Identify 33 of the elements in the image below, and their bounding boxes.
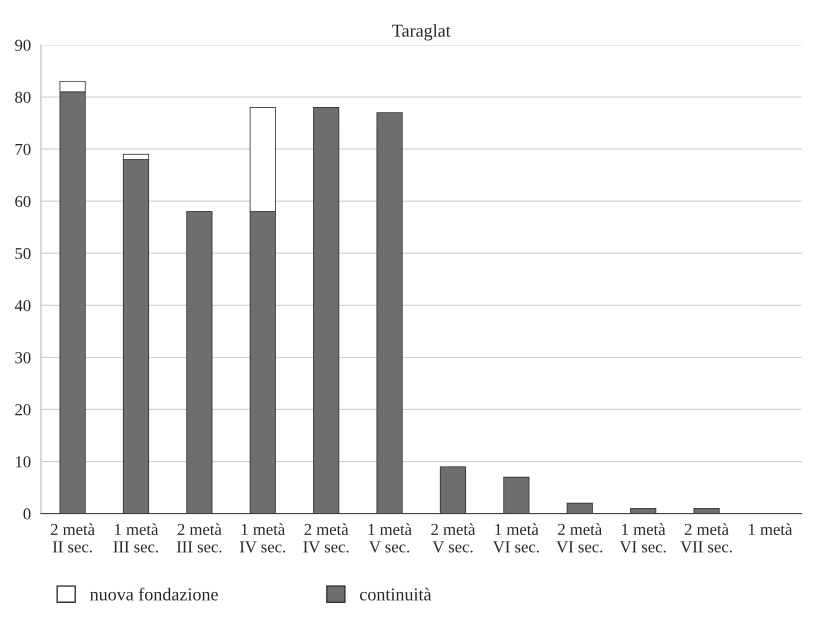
bar — [376, 112, 403, 514]
chart-title: Taraglat — [392, 24, 451, 41]
y-tick-label: 30 — [15, 352, 31, 364]
y-tick-label: 90 — [15, 40, 31, 51]
y-tick-label: 20 — [15, 404, 31, 416]
y-tick-label: 40 — [14, 300, 31, 312]
legend-label: continuità — [360, 588, 432, 601]
x-tick-label: 2 metà VI sec. — [556, 523, 602, 553]
bar — [693, 508, 720, 514]
y-tick-label: 50 — [15, 248, 31, 260]
y-tick-label: 60 — [15, 196, 31, 208]
x-tick-label: 2 metà V sec. — [431, 523, 476, 553]
bar — [440, 466, 466, 514]
bar — [313, 107, 340, 514]
y-tick-label: 80 — [15, 92, 31, 103]
bar — [503, 476, 530, 514]
x-tick-label: 1 metà V sec. — [368, 523, 412, 553]
x-tick-label: 1 metà VI sec. — [620, 523, 666, 553]
x-tick-label: 2 metà III sec. — [176, 523, 222, 553]
x-tick-label: 2 metà II sec. — [50, 523, 95, 553]
x-tick-label: 1 metà III sec. — [113, 523, 158, 553]
y-tick-label: 10 — [16, 456, 31, 468]
y-tick-label: 0 — [23, 508, 31, 520]
x-tick-label: 1 metà VI sec. — [492, 523, 539, 553]
bar — [566, 502, 593, 514]
bar — [630, 508, 656, 514]
legend-label: nuova fondazione — [90, 588, 218, 601]
y-tick-label: 70 — [16, 144, 31, 156]
x-tick-label: 2 metà VII sec. — [680, 523, 732, 553]
x-tick-label: 1 metà — [748, 523, 792, 536]
bar — [186, 211, 212, 514]
x-tick-label: 1 metà IV sec. — [240, 523, 286, 553]
x-tick-label: 2 metà IV sec. — [303, 523, 349, 553]
